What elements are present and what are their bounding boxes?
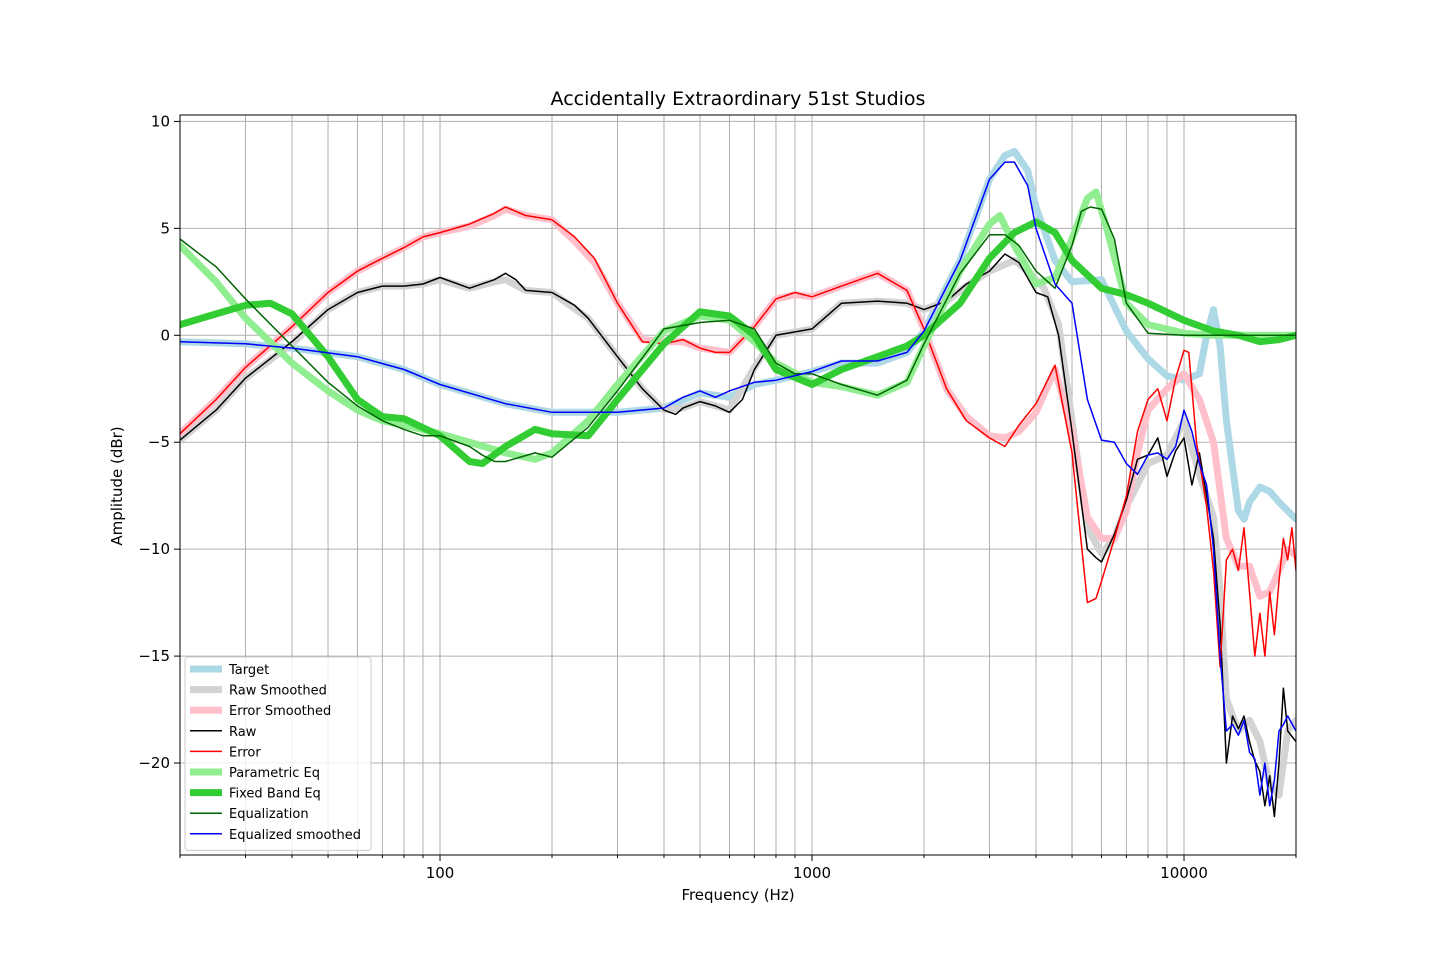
legend-entry-label: Target [228, 663, 269, 678]
series-lines [180, 147, 1296, 818]
plot-area-frame [179, 114, 1297, 856]
y-tick-label: −15 [138, 647, 170, 665]
axis-ticks: 100 1000 10000 −20 −15 −10 −5 0 5 10 [138, 112, 1297, 882]
series-line-fixed-band-eq [180, 218, 1296, 468]
series-line-equalized-smoothed [180, 161, 1296, 807]
series-line-error [180, 206, 1296, 668]
legend-entry-label: Fixed Band Eq [229, 787, 321, 802]
legend-entry-label: Parametric Eq [229, 766, 320, 781]
y-axis-label: Amplitude (dBr) [108, 426, 126, 545]
y-tick-label: −10 [138, 540, 170, 558]
legend-entry-label: Error [229, 745, 261, 760]
grid [179, 115, 1297, 855]
series-line-raw [180, 253, 1296, 818]
y-tick-label: 10 [151, 112, 170, 130]
legend-box [184, 656, 372, 851]
x-tick-label: 100 [426, 864, 455, 882]
legend: Target Raw Smoothed Error Smoothed Raw Error… [184, 656, 372, 851]
x-axis-label: Frequency (Hz) [681, 886, 794, 904]
x-tick-label: 1000 [793, 864, 831, 882]
legend-entry-label: Raw [229, 725, 257, 740]
legend-entry-label: Equalized smoothed [229, 828, 361, 843]
chart-title: Accidentally Extraordinary 51st Studios [551, 88, 926, 110]
y-tick-label: −5 [148, 433, 170, 451]
y-tick-label: 0 [160, 326, 170, 344]
y-tick-label: −20 [138, 754, 170, 772]
legend-entry-label: Error Smoothed [229, 704, 331, 719]
x-tick-label: 10000 [1160, 864, 1208, 882]
legend-entry-label: Raw Smoothed [229, 684, 327, 699]
series-line-equalization [180, 206, 1296, 463]
y-tick-label: 5 [160, 219, 170, 237]
legend-entry-label: Equalization [229, 807, 309, 822]
